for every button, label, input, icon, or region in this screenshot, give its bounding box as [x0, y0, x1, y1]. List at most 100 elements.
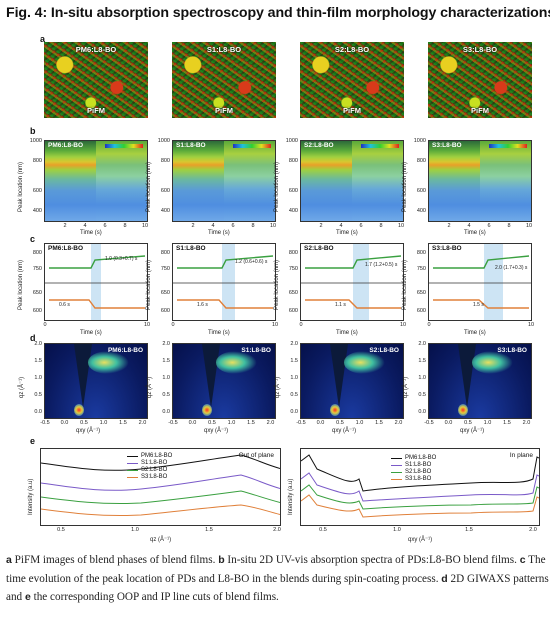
uv-ytick: 400 [288, 208, 298, 214]
time-ytick: 750 [32, 266, 42, 272]
uv-xtick: 6 [231, 223, 235, 229]
uv-xtick: 2 [319, 223, 323, 229]
giwaxs-pattern: PM6:L8-BO [44, 343, 148, 419]
bottom-annotation: 0.6 s [59, 302, 70, 308]
uv-ytick: 1000 [413, 138, 426, 144]
ip-xtick: 0.5 [319, 527, 327, 533]
time-ytick: 800 [32, 250, 42, 256]
bottom-annotation: 1.1 s [335, 302, 346, 308]
time-xtick: 10 [271, 322, 279, 328]
giwaxs-ytick: 0.0 [290, 409, 298, 415]
pifm-sample-label: S3:L8-BO [462, 45, 498, 54]
time-sample-label: S1:L8-BO [176, 245, 206, 252]
ip-xtick: 1.5 [465, 527, 473, 533]
uv-xtick: 6 [487, 223, 491, 229]
time-ylabel: Peak location (nm) [18, 259, 24, 310]
top-annotation: 1.2 (0.6+0.6) s [235, 259, 268, 265]
giwaxs-xtick: 1.5 [119, 420, 127, 426]
uv-xtick: 10 [269, 223, 277, 229]
caption-label-e: e [24, 591, 31, 603]
giwaxs-ytick: 2.0 [290, 341, 298, 347]
oop-xtick: 1.0 [131, 527, 139, 533]
uv-ytick: 1000 [285, 138, 298, 144]
time-xlabel: Time (s) [208, 330, 230, 336]
time-xtick: 0 [171, 322, 175, 328]
colorbar [105, 144, 143, 148]
time-xlabel: Time (s) [336, 330, 358, 336]
time-evolution-panel: S1:L8-BO 1.2 (0.6+0.6) s 1.6 s [172, 243, 276, 321]
top-annotation: 1.0 (0.3+0.7) s [105, 256, 138, 262]
giwaxs-ytick: 2.0 [34, 341, 42, 347]
uv-ytick: 1000 [29, 138, 42, 144]
uv-spectrum-panel: S1:L8-BO [172, 140, 276, 222]
oop-xtick: 1.5 [205, 527, 213, 533]
time-xtick: 10 [399, 322, 407, 328]
giwaxs-ytick: 1.5 [162, 358, 170, 364]
giwaxs-xtick: 1.5 [375, 420, 383, 426]
time-ytick: 800 [416, 250, 426, 256]
giwaxs-ytick: 1.0 [162, 375, 170, 381]
pifm-tag: PiFM [471, 106, 489, 115]
giwaxs-ytick: 0.5 [418, 392, 426, 398]
giwaxs-xtick: 1.0 [355, 420, 364, 426]
legend-entry: S1:L8-BO [127, 460, 172, 467]
time-ytick: 750 [416, 266, 426, 272]
uv-xtick: 2 [191, 223, 195, 229]
pifm-sample-label: PM6:L8-BO [75, 45, 117, 54]
giwaxs-xtick: -0.5 [40, 420, 50, 426]
giwaxs-xtick: -0.5 [424, 420, 434, 426]
time-evolution-panel: PM6:L8-BO 1.0 (0.3+0.7) s 0.6 s [44, 243, 148, 321]
uv-ylabel: Peak location (nm) [274, 161, 280, 212]
pifm-image-3: S2:L8-BO PiFM [300, 42, 404, 118]
giwaxs-ytick: 1.5 [34, 358, 42, 364]
time-evolution-panel: S3:L8-BO 2.0 (1.7+0.3) s 1.5 s [428, 243, 532, 321]
uv-xtick: 4 [467, 223, 471, 229]
uv-ytick: 600 [160, 188, 170, 194]
time-evolution-traces [45, 244, 147, 320]
time-ytick: 750 [160, 266, 170, 272]
time-ytick: 600 [288, 308, 298, 314]
caption-text-e: the corresponding OOP and IP line cuts o… [30, 591, 279, 603]
time-evolution-traces [173, 244, 275, 320]
caption-label-b: b [218, 554, 225, 566]
giwaxs-xtick: 0.0 [60, 420, 69, 426]
giwaxs-ylabel: qz (Å⁻¹) [275, 376, 281, 398]
colorbar [361, 144, 399, 148]
time-evolution-panel: S2:L8-BO 1.7 (1.2+0.5) s 1.1 s [300, 243, 404, 321]
caption-text-c: The time evolution of the peak location … [6, 554, 546, 585]
time-xtick: 10 [527, 322, 535, 328]
giwaxs-sample-label: PM6:L8-BO [107, 347, 143, 354]
uv-xtick: 8 [251, 223, 255, 229]
time-evolution-traces [301, 244, 403, 320]
giwaxs-xtick: 0.0 [188, 420, 197, 426]
giwaxs-xtick: 0.0 [316, 420, 325, 426]
uv-ytick: 400 [32, 208, 42, 214]
panel-label-b: b [30, 126, 36, 136]
uv-xlabel: Time (s) [336, 230, 358, 236]
uv-xtick: 4 [339, 223, 343, 229]
giwaxs-xtick: 1.0 [99, 420, 108, 426]
giwaxs-pattern: S2:L8-BO [300, 343, 404, 419]
uv-ytick: 400 [416, 208, 426, 214]
giwaxs-xlabel: qxy (Å⁻¹) [76, 428, 101, 434]
time-sample-label: S3:L8-BO [432, 245, 462, 252]
time-ytick: 750 [288, 266, 298, 272]
time-ytick: 650 [160, 290, 170, 296]
uv-ytick: 800 [160, 158, 170, 164]
oop-linecut-panel: Out of plane PM6:L8-BO S1:L8-BO S2:L8-BO… [40, 448, 281, 526]
uv-sample-label: S1:L8-BO [176, 142, 206, 149]
time-ytick: 600 [32, 308, 42, 314]
uv-ytick: 800 [416, 158, 426, 164]
bottom-annotation: 1.5 s [473, 302, 484, 308]
time-ytick: 800 [160, 250, 170, 256]
uv-spectrum-panel: S2:L8-BO [300, 140, 404, 222]
giwaxs-ytick: 0.0 [418, 409, 426, 415]
uv-ylabel: Peak location (nm) [18, 161, 24, 212]
giwaxs-ylabel: qz (Å⁻¹) [19, 376, 25, 398]
giwaxs-xtick: 2.0 [266, 420, 275, 426]
top-annotation: 2.0 (1.7+0.3) s [495, 265, 528, 271]
ip-xtick: 2.0 [529, 527, 537, 533]
pifm-tag: PiFM [343, 106, 361, 115]
giwaxs-xtick: 2.0 [522, 420, 531, 426]
ip-linecut-curves [301, 454, 539, 518]
